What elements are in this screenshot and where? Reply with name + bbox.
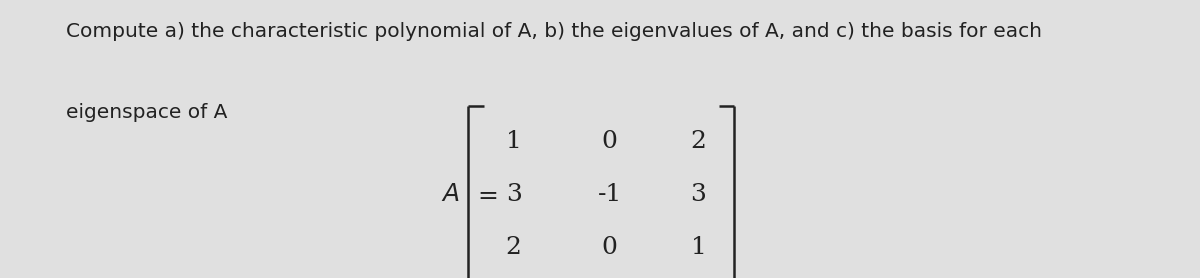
- Text: -1: -1: [598, 183, 622, 206]
- Text: eigenspace of A: eigenspace of A: [66, 103, 227, 122]
- Text: 3: 3: [690, 183, 707, 206]
- Text: Compute a) the characteristic polynomial of A, b) the eigenvalues of A, and c) t: Compute a) the characteristic polynomial…: [66, 22, 1042, 41]
- Text: 0: 0: [601, 130, 618, 153]
- Text: 1: 1: [690, 236, 707, 259]
- Text: 2: 2: [505, 236, 522, 259]
- Text: 1: 1: [505, 130, 522, 153]
- Text: 3: 3: [505, 183, 522, 206]
- Text: 0: 0: [601, 236, 618, 259]
- Text: $A$: $A$: [440, 183, 460, 206]
- Text: 2: 2: [690, 130, 707, 153]
- Text: $=$: $=$: [474, 183, 498, 206]
